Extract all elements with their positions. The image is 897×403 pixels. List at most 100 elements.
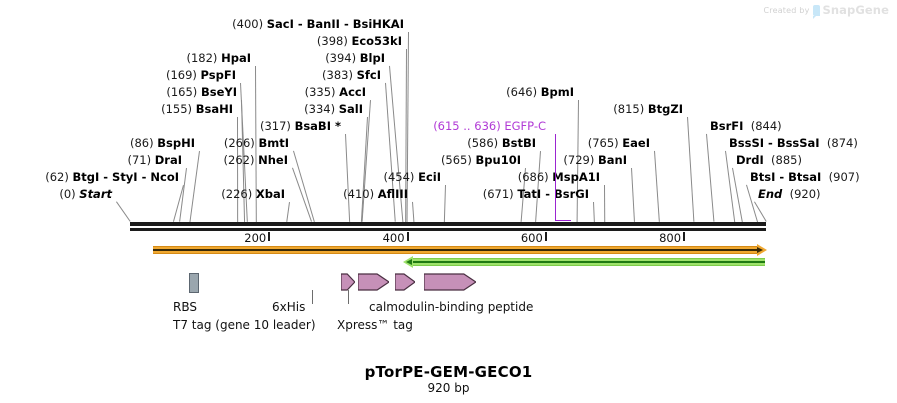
enzyme-names-saci: SacI - BanII - BsiHKAI	[267, 17, 404, 31]
enzyme-names-bsrfi: BsrFI	[710, 119, 743, 133]
enzyme-names-bmti: BmtI	[258, 136, 289, 150]
enzyme-names-tati: TatI - BsrGI	[517, 187, 589, 201]
enzyme-name: BsrFI	[710, 119, 744, 133]
enzyme-position-bpmi: (646)	[506, 85, 538, 99]
feature-glyph-his6[interactable]	[340, 271, 355, 293]
enzyme-leader-line-bani	[631, 167, 635, 222]
enzyme-names-start: Start	[79, 187, 112, 201]
enzyme-label-bseyi: (165) BseYI	[0, 86, 237, 99]
enzyme-label-bani: (729) BanI	[0, 154, 627, 167]
feature-label-cbp: calmodulin-binding peptide	[369, 300, 534, 314]
enzyme-names-blpi: BlpI	[360, 51, 385, 65]
enzyme-leader-line-tati	[593, 201, 595, 222]
feature-leader-tick-1	[312, 290, 313, 304]
enzyme-label-bsphi: (86) BspHI	[0, 137, 195, 150]
enzyme-position-blpi: (394)	[325, 51, 357, 65]
enzyme-label-bsabi: (317) BsaBI *	[0, 120, 341, 133]
enzyme-position-drdi: (885)	[771, 153, 802, 167]
ruler-number-800: 800	[659, 231, 682, 245]
enzyme-name: BpmI	[540, 85, 574, 99]
enzyme-names-bpmi: BpmI	[541, 85, 574, 99]
enzyme-names-bsssi: BssSI - BssSaI	[729, 136, 820, 150]
enzyme-label-start: (0) Start	[0, 188, 112, 201]
enzyme-label-saci: (400) SacI - BanII - BsiHKAI	[0, 18, 404, 31]
feature-glyph-rbs[interactable]	[188, 273, 200, 293]
enzyme-names-sali: SalI	[339, 102, 363, 116]
enzyme-position-bseyi: (165)	[166, 85, 198, 99]
enzyme-label-tati: (671) TatI - BsrGI	[0, 188, 589, 201]
enzyme-name-separator: -	[339, 17, 353, 31]
enzyme-name: BsiHKAI	[352, 17, 404, 31]
feature-label-egfp-c: (615 .. 636) EGFP-C	[0, 120, 546, 133]
enzyme-name: AflIII	[377, 187, 408, 201]
enzyme-leader-line-start	[116, 201, 131, 222]
plasmid-size-label: 920 bp	[427, 381, 470, 395]
feature-glyph-arrow2[interactable]	[358, 271, 390, 293]
enzyme-leader-line-bsrfi	[706, 133, 715, 222]
enzyme-label-btsi: BtsI - BtsaI (907)	[750, 171, 860, 184]
sequence-bar-bottom	[130, 228, 766, 231]
enzyme-name-separator: -	[541, 187, 554, 201]
enzyme-name: Eco53kI	[351, 34, 402, 48]
snapgene-bookmark-icon	[812, 4, 820, 19]
enzyme-names-eaei: EaeI	[622, 136, 650, 150]
enzyme-name-separator: -	[137, 170, 151, 184]
enzyme-names-pspfi: PspFI	[201, 68, 236, 82]
enzyme-names-drdi: DrdI	[736, 153, 764, 167]
enzyme-label-bsssi: BssSI - BssSaI (874)	[729, 137, 858, 150]
ruler-number-600: 600	[520, 231, 543, 245]
enzyme-label-blpi: (394) BlpI	[0, 52, 385, 65]
enzyme-names-aflIII: AflIII	[378, 187, 408, 201]
enzyme-name-separator: -	[293, 17, 307, 31]
enzyme-name: SfcI	[356, 68, 381, 82]
enzyme-name: MspA1I	[552, 170, 600, 184]
enzyme-label-drdi: DrdI (885)	[736, 154, 802, 167]
enzyme-position-acci: (335)	[304, 85, 336, 99]
enzyme-position-bsahi: (155)	[161, 102, 193, 116]
enzyme-label-eaei: (765) EaeI	[0, 137, 650, 150]
plasmid-name-title: pTorPE-GEM-GECO1	[364, 363, 533, 381]
enzyme-names-btgi: BtgI - StyI - NcoI	[72, 170, 179, 184]
enzyme-name: HpaI	[221, 51, 251, 65]
enzyme-position-ecii: (454)	[383, 170, 415, 184]
enzyme-name: DraI	[154, 153, 182, 167]
enzyme-label-bsrfi: BsrFI (844)	[710, 120, 782, 133]
feature-label-t7tag: T7 tag (gene 10 leader)	[173, 318, 316, 332]
enzyme-position-aflIII: (410)	[343, 187, 375, 201]
enzyme-name: TatI	[517, 187, 542, 201]
enzyme-position-bsrfi: (844)	[750, 119, 782, 133]
ruler-tick-200	[268, 232, 271, 241]
enzyme-names-sfci: SfcI	[357, 68, 381, 82]
enzyme-name: Bpu10I	[475, 153, 521, 167]
enzyme-name: BtgZI	[647, 102, 683, 116]
enzyme-name: BssSaI	[776, 136, 820, 150]
feature-glyph-xpress[interactable]	[394, 271, 415, 293]
enzyme-position-nhei: (262)	[223, 153, 255, 167]
feature-leader-tick-2	[348, 290, 349, 304]
enzyme-name: BsaHI	[195, 102, 233, 116]
enzyme-name: BtsaI	[788, 170, 822, 184]
enzyme-leader-line-bsssi	[725, 150, 736, 222]
enzyme-label-btgi: (62) BtgI - StyI - NcoI	[0, 171, 179, 184]
enzyme-name: End	[758, 187, 783, 201]
enzyme-label-sfci: (383) SfcI	[0, 69, 381, 82]
feature-glyph-cbp[interactable]	[423, 271, 476, 293]
sequence-bar-top	[130, 222, 766, 226]
enzyme-names-bsabi: BsaBI *	[295, 119, 341, 133]
enzyme-label-nhei: (262) NheI	[0, 154, 288, 167]
enzyme-name: DrdI	[736, 153, 764, 167]
enzyme-name: BtgI	[72, 170, 100, 184]
enzyme-name: BlpI	[359, 51, 385, 65]
enzyme-position-hpai: (182)	[186, 51, 218, 65]
enzyme-name: BanI	[598, 153, 627, 167]
enzyme-names-mspa1i: MspA1I	[552, 170, 600, 184]
enzyme-label-btgzi: (815) BtgZI	[0, 103, 683, 116]
ruler-tick-600	[544, 232, 547, 241]
enzyme-position-bpu10i: (565)	[440, 153, 472, 167]
enzyme-names-ecii: EciI	[418, 170, 441, 184]
enzyme-position-btgi: (62)	[45, 170, 69, 184]
enzyme-name: EciI	[418, 170, 441, 184]
enzyme-names-hpai: HpaI	[221, 51, 251, 65]
enzyme-names-end: End	[758, 187, 782, 201]
